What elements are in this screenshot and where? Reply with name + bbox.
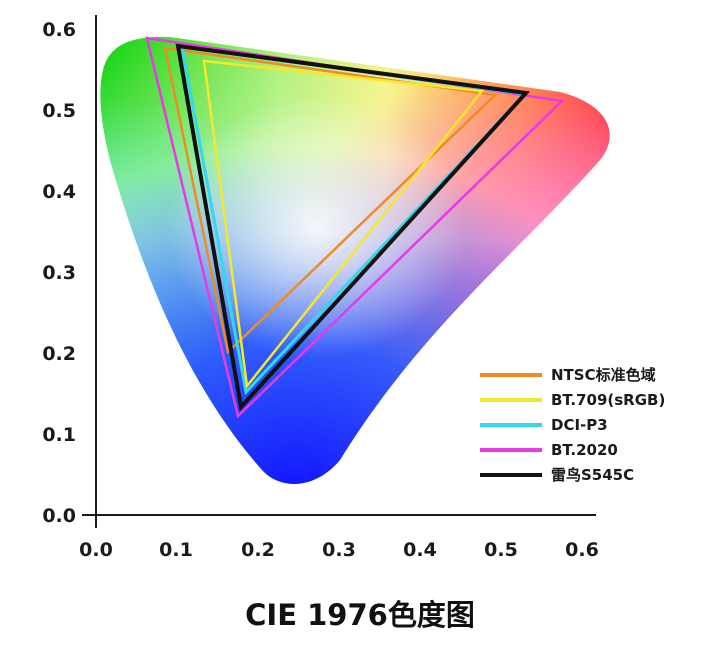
y-tick-2: 0.2 bbox=[42, 343, 76, 365]
y-tick-3: 0.3 bbox=[42, 262, 76, 284]
spectral-locus bbox=[100, 36, 610, 484]
x-tick-5: 0.5 bbox=[484, 539, 518, 561]
legend-label: 雷鸟S545C bbox=[551, 466, 634, 484]
x-tick-labels: 0.0 0.1 0.2 0.3 0.4 0.5 0.6 bbox=[79, 539, 599, 561]
legend-label: NTSC标准色域 bbox=[551, 366, 656, 384]
y-tick-5: 0.5 bbox=[42, 100, 76, 122]
legend-item-bt2020: BT.2020 bbox=[480, 441, 618, 459]
x-tick-1: 0.1 bbox=[159, 539, 193, 561]
x-tick-4: 0.4 bbox=[403, 539, 437, 561]
y-tick-6: 0.6 bbox=[42, 19, 76, 41]
gamut-s545c bbox=[175, 43, 531, 412]
axes bbox=[82, 15, 596, 528]
y-tick-1: 0.1 bbox=[42, 424, 76, 446]
x-tick-6: 0.6 bbox=[565, 539, 599, 561]
y-tick-labels: 0.0 0.1 0.2 0.3 0.4 0.5 0.6 bbox=[42, 19, 76, 527]
legend-item-s545c: 雷鸟S545C bbox=[480, 466, 634, 484]
gamut-ntsc bbox=[163, 46, 498, 355]
gamut-bt709 bbox=[202, 59, 485, 390]
gamut-triangles bbox=[145, 36, 565, 419]
legend-item-ntsc: NTSC标准色域 bbox=[480, 366, 656, 384]
legend-label: DCI-P3 bbox=[551, 416, 608, 434]
x-tick-2: 0.2 bbox=[241, 539, 275, 561]
x-tick-0: 0.0 bbox=[79, 539, 113, 561]
legend-label: BT.2020 bbox=[551, 441, 618, 459]
legend: NTSC标准色域 BT.709(sRGB) DCI-P3 BT.2020 雷鸟S… bbox=[480, 366, 665, 484]
x-tick-3: 0.3 bbox=[322, 539, 356, 561]
chart-title: CIE 1976色度图 bbox=[245, 598, 475, 632]
legend-label: BT.709(sRGB) bbox=[551, 391, 665, 409]
y-tick-0: 0.0 bbox=[42, 505, 76, 527]
legend-item-bt709: BT.709(sRGB) bbox=[480, 391, 665, 409]
legend-item-dci-p3: DCI-P3 bbox=[480, 416, 608, 434]
y-tick-4: 0.4 bbox=[42, 181, 76, 203]
